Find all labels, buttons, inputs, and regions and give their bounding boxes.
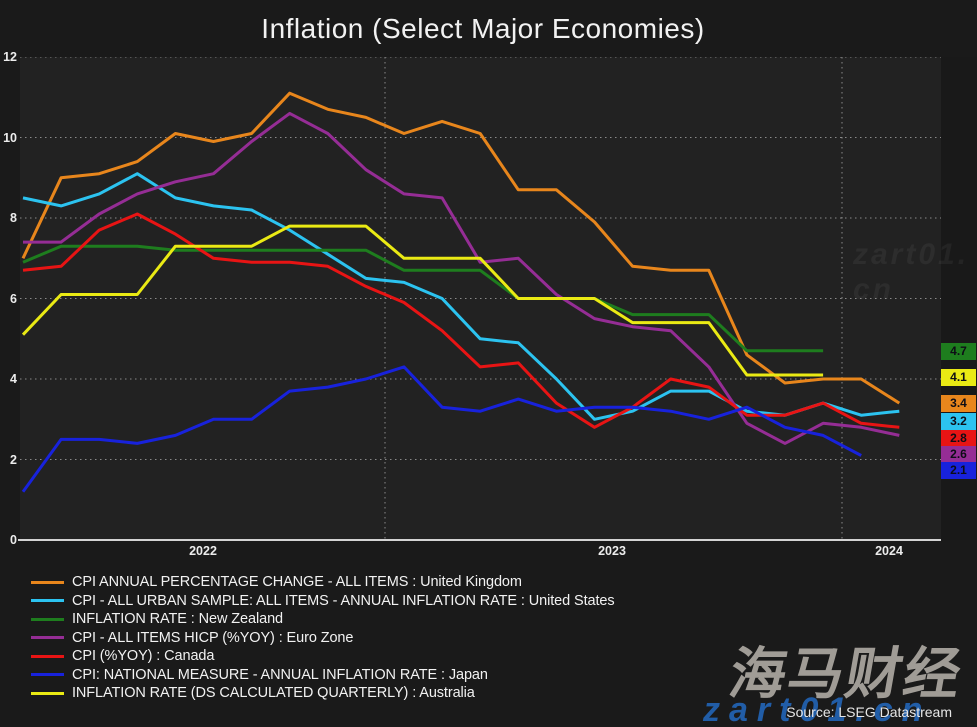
legend-label: CPI ANNUAL PERCENTAGE CHANGE - ALL ITEMS… xyxy=(72,574,522,591)
end-value-badge: 2.8 xyxy=(941,429,976,447)
y-tick-label: 4 xyxy=(10,372,17,386)
legend-color-swatch xyxy=(31,654,64,658)
legend-row: INFLATION RATE : New Zealand xyxy=(31,610,615,629)
y-tick-label: 6 xyxy=(10,291,17,306)
legend-label: CPI: NATIONAL MEASURE - ANNUAL INFLATION… xyxy=(72,666,488,683)
source-attribution: Source: LSEG Datastream xyxy=(786,704,952,720)
legend-color-swatch xyxy=(31,636,64,640)
legend-label: CPI - ALL ITEMS HICP (%YOY) : Euro Zone xyxy=(72,629,354,646)
y-tick-label: 0 xyxy=(10,533,17,547)
end-value-badge: 3.2 xyxy=(941,413,976,430)
legend-label: CPI - ALL URBAN SAMPLE: ALL ITEMS - ANNU… xyxy=(72,592,615,609)
y-tick-label: 2 xyxy=(10,452,17,467)
line-chart-canvas xyxy=(20,57,941,540)
x-tick-label: 2023 xyxy=(598,544,626,558)
y-tick-label: 10 xyxy=(3,130,17,145)
series-line xyxy=(22,212,900,429)
legend-color-swatch xyxy=(31,617,64,621)
series-line xyxy=(21,224,824,377)
chart-legend: CPI ANNUAL PERCENTAGE CHANGE - ALL ITEMS… xyxy=(31,573,615,703)
end-value-badge: 4.1 xyxy=(941,369,976,386)
legend-row: CPI - ALL ITEMS HICP (%YOY) : Euro Zone xyxy=(31,629,615,648)
legend-row: INFLATION RATE (DS CALCULATED QUARTERLY)… xyxy=(31,684,615,703)
legend-color-swatch xyxy=(31,599,64,603)
y-tick-label: 12 xyxy=(3,50,17,64)
x-axis-line xyxy=(18,539,941,541)
x-tick-label: 2022 xyxy=(189,544,217,558)
end-value-badge: 3.4 xyxy=(941,395,976,412)
legend-label: INFLATION RATE : New Zealand xyxy=(72,611,283,628)
legend-color-swatch xyxy=(31,691,64,695)
series-line xyxy=(22,172,900,421)
faint-watermark: zart01.cn xyxy=(853,238,970,306)
legend-row: CPI ANNUAL PERCENTAGE CHANGE - ALL ITEMS… xyxy=(31,573,615,592)
series-line xyxy=(21,91,901,405)
end-value-badge: 2.1 xyxy=(941,462,976,479)
y-tick-label: 8 xyxy=(10,211,17,225)
legend-row: CPI: NATIONAL MEASURE - ANNUAL INFLATION… xyxy=(31,666,615,685)
end-value-badge: 4.7 xyxy=(941,343,976,360)
legend-label: INFLATION RATE (DS CALCULATED QUARTERLY)… xyxy=(72,685,475,702)
series-line xyxy=(22,244,824,353)
legend-row: CPI - ALL URBAN SAMPLE: ALL ITEMS - ANNU… xyxy=(31,592,615,611)
legend-color-swatch xyxy=(31,673,64,677)
site-watermark: zart01.cn xyxy=(703,691,932,727)
legend-row: CPI (%YOY) : Canada xyxy=(31,647,615,666)
legend-color-swatch xyxy=(31,580,64,584)
x-tick-label: 2024 xyxy=(875,544,903,558)
legend-label: CPI (%YOY) : Canada xyxy=(72,648,215,665)
series-line xyxy=(23,111,900,445)
series-line xyxy=(21,365,862,493)
end-value-badge: 2.6 xyxy=(941,446,976,463)
chart-title: Inflation (Select Major Economies) xyxy=(261,13,705,44)
